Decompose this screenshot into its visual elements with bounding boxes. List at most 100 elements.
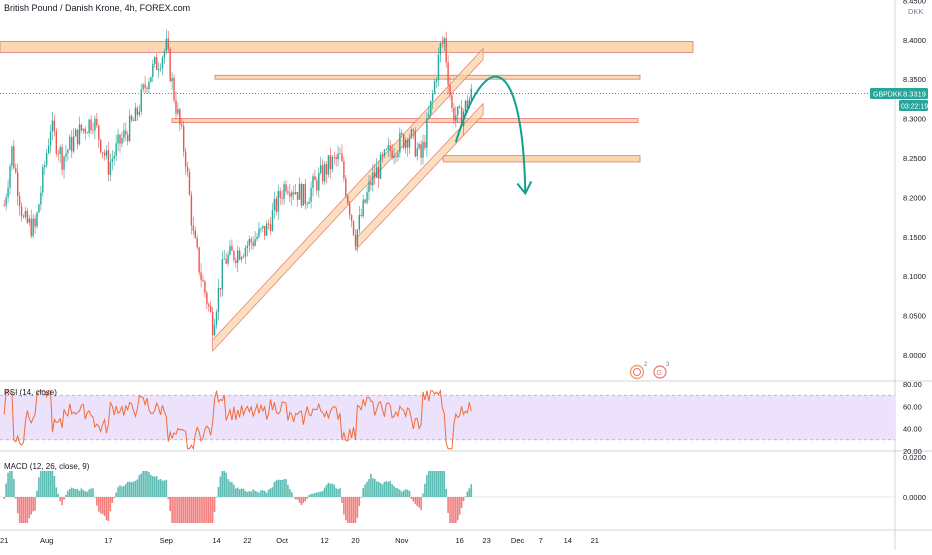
macd-bar — [113, 497, 116, 499]
macd-bar — [159, 479, 162, 497]
macd-bar — [273, 482, 276, 497]
candle-body — [412, 129, 415, 132]
macd-bar — [43, 471, 46, 497]
macd-bar — [362, 488, 364, 497]
macd-bar — [53, 475, 56, 497]
macd-bar — [107, 497, 110, 522]
candle-body — [404, 139, 407, 148]
candle-body — [277, 190, 279, 212]
candle-body — [63, 156, 65, 170]
candle-body — [316, 180, 318, 191]
time-axis-label: 17 — [104, 536, 112, 545]
macd-bar — [254, 490, 256, 497]
candle-body — [306, 203, 308, 205]
candle-body — [435, 79, 438, 82]
macd-bar — [42, 471, 44, 497]
candle-body — [362, 199, 364, 217]
candle-body — [161, 57, 164, 69]
candle-body — [40, 192, 42, 205]
candle-body — [182, 126, 185, 152]
macd-bar — [343, 497, 345, 515]
dividend-event-marker[interactable]: G 3 — [653, 362, 670, 379]
macd-bar — [381, 484, 384, 497]
candle-body — [327, 155, 330, 175]
candle-body — [24, 210, 27, 217]
candle-body — [457, 106, 459, 116]
candle-body — [127, 134, 129, 142]
time-axis-label: 7 — [539, 536, 543, 545]
candle-body — [237, 250, 239, 264]
candle-body — [262, 225, 264, 229]
macd-bar — [144, 471, 146, 497]
candle-body — [387, 145, 389, 150]
candle-body — [279, 190, 281, 198]
macd-bar — [426, 474, 428, 497]
candle-body — [94, 118, 96, 131]
macd-bar — [184, 497, 187, 523]
candle-body — [408, 137, 411, 148]
macd-bar — [377, 481, 380, 497]
price-tick-label: 8.2000 — [903, 193, 926, 202]
macd-label[interactable]: MACD (12, 26, close, 9) — [4, 462, 90, 471]
candle-body — [291, 192, 293, 197]
projection-arrow[interactable] — [454, 75, 533, 196]
main-pane[interactable] — [0, 0, 895, 381]
macd-bar — [337, 489, 339, 497]
macd-bar — [227, 479, 229, 497]
candle-body — [333, 157, 335, 158]
candle-body — [445, 38, 447, 63]
candle-body — [88, 119, 90, 134]
rsi-label[interactable]: RSI (14, close) — [4, 388, 57, 397]
candle-body — [464, 100, 467, 112]
candle-body — [451, 95, 453, 108]
macd-bar — [263, 490, 266, 497]
candle-body — [175, 100, 177, 114]
macd-bar — [213, 497, 216, 513]
macd-bar — [370, 473, 372, 497]
macd-bar — [40, 471, 42, 497]
macd-bar — [289, 489, 291, 497]
time-axis[interactable]: 21 Aug 17 Sep 14 22 Oct 12 20 Nov 16 23 Dec 7 14 21 — [0, 536, 599, 545]
time-axis-label: 21 — [0, 536, 8, 545]
candle-body — [194, 230, 196, 239]
candle-body — [325, 164, 328, 175]
candle-body — [331, 157, 333, 169]
macd-bar — [92, 488, 94, 497]
macd-bar — [233, 484, 235, 497]
candle-body — [420, 144, 422, 158]
macd-bar — [18, 497, 21, 523]
macd-bar — [153, 476, 156, 497]
projection-arrowhead — [516, 181, 533, 196]
candle-body — [354, 234, 357, 247]
candle-body — [98, 125, 100, 140]
earnings-event-marker[interactable]: 2 — [629, 362, 649, 380]
macd-bar — [138, 475, 141, 497]
candle-body — [375, 167, 378, 178]
macd-bar — [128, 481, 131, 497]
candle-body — [428, 114, 430, 119]
candle-body — [119, 134, 121, 144]
macd-bar — [260, 490, 262, 497]
macd-bar — [14, 497, 17, 499]
candle-body — [82, 128, 85, 131]
candle-body — [11, 146, 13, 167]
macd-bar — [385, 481, 388, 497]
macd-bar — [155, 476, 158, 497]
candle-body — [246, 245, 249, 249]
macd-bar — [317, 492, 320, 497]
horizontal-zones[interactable] — [0, 40, 694, 163]
candle-body — [53, 120, 56, 132]
candle-body — [339, 153, 341, 155]
chart-header-title[interactable]: British Pound / Danish Krone, 4h, FOREX.… — [4, 3, 191, 13]
candle-body — [167, 38, 169, 49]
candle-body — [393, 155, 395, 159]
candle-body — [115, 143, 117, 157]
macd-bar — [217, 487, 220, 497]
macd-bar — [5, 483, 7, 497]
price-scale[interactable]: 8.4500 8.4000 8.3500 8.3000 8.2500 8.2000 8.15… — [903, 0, 926, 360]
macd-bar — [356, 497, 359, 518]
macd-bar — [387, 481, 390, 497]
macd-bar — [235, 488, 237, 497]
